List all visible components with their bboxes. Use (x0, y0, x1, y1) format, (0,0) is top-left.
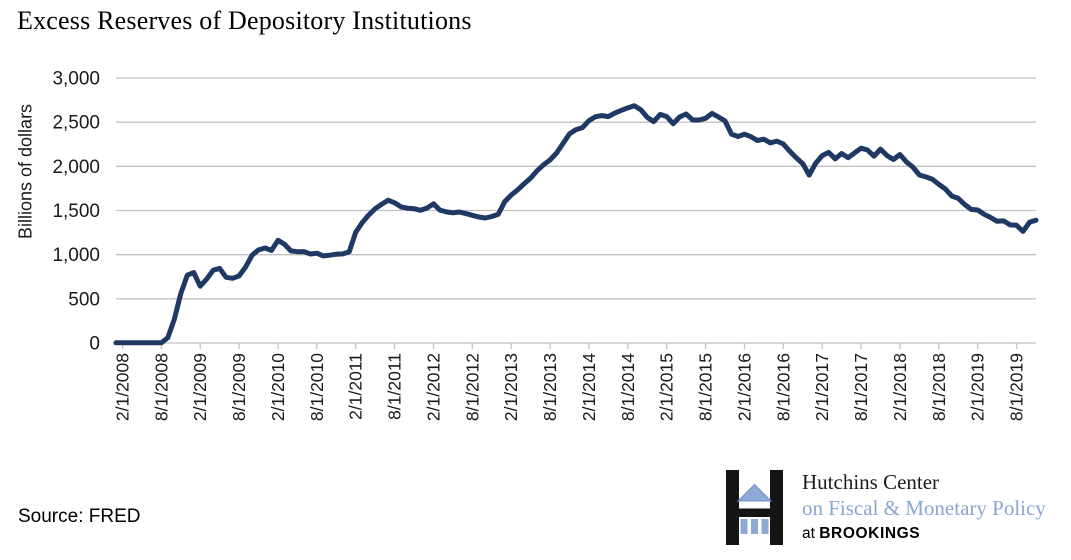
series-line-excess-reserves (113, 103, 1039, 346)
x-tick-label: 2/1/2018 (890, 353, 910, 421)
y-tick-label: 0 (89, 334, 100, 355)
x-tick-label: 8/1/2010 (307, 353, 327, 421)
logo-line-hutchins-center: Hutchins Center (802, 470, 940, 494)
x-tick-label: 2/1/2008 (113, 353, 133, 421)
x-tick-label: 2/1/2011 (346, 353, 366, 420)
x-tick-label: 8/1/2009 (229, 353, 249, 421)
hutchins-brookings-logo: Hutchins Center on Fiscal & Monetary Pol… (726, 470, 1046, 545)
x-tick-label: 8/1/2015 (696, 353, 716, 421)
logo-line-fiscal-monetary-policy: on Fiscal & Monetary Policy (802, 496, 1046, 520)
x-tick-label: 8/1/2012 (462, 353, 482, 421)
column-bar-icon (761, 519, 769, 534)
pediment-triangle-icon (736, 483, 773, 502)
x-tick-label: 2/1/2016 (735, 353, 755, 421)
y-tick-label: 2,500 (52, 113, 100, 134)
x-tick-label: 2/1/2010 (268, 353, 288, 421)
y-tick-label: 1,000 (52, 245, 100, 266)
logo-brookings: BROOKINGS (819, 525, 921, 542)
h-left-stem (726, 470, 739, 545)
x-tick-label: 8/1/2016 (773, 353, 793, 421)
y-tick-label: 3,000 (52, 69, 100, 90)
logo-at: at (802, 525, 815, 542)
x-tick-label: 2/1/2014 (579, 353, 599, 421)
x-tick-label: 8/1/2008 (151, 353, 171, 421)
logo-text: Hutchins Center on Fiscal & Monetary Pol… (802, 470, 1046, 544)
x-tick-label: 8/1/2018 (929, 353, 949, 421)
column-bar-icon (751, 519, 758, 534)
y-tick-label: 1,500 (52, 201, 100, 222)
hutchins-h-building-icon (726, 470, 783, 545)
column-bar-icon (740, 519, 748, 534)
x-tick-label: 8/1/2014 (618, 353, 638, 421)
x-tick-label: 2/1/2015 (657, 353, 677, 421)
chart-title: Excess Reserves of Depository Institutio… (17, 6, 472, 35)
x-tick-label: 8/1/2019 (1007, 353, 1027, 421)
x-tick-label: 2/1/2012 (424, 353, 444, 421)
h-right-stem (770, 470, 783, 545)
x-tick-label: 8/1/2011 (385, 353, 405, 420)
source-note: Source: FRED (18, 506, 141, 527)
x-tick-label: 8/1/2017 (851, 353, 871, 421)
x-tick-label: 2/1/2013 (501, 353, 521, 421)
x-tick-label: 2/1/2017 (812, 353, 832, 421)
h-crossbar (739, 508, 770, 517)
x-tick-label: 2/1/2009 (190, 353, 210, 421)
x-tick-label: 2/1/2019 (968, 353, 988, 421)
y-tick-label: 500 (68, 289, 100, 310)
y-tick-label: 2,000 (52, 157, 100, 178)
logo-line-at-brookings: at BROOKINGS (802, 524, 1046, 544)
x-tick-label: 8/1/2013 (540, 353, 560, 421)
